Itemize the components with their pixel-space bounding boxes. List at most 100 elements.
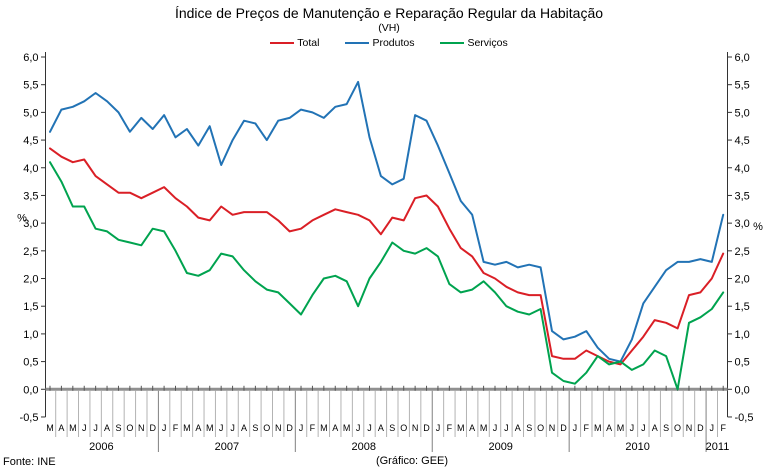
right-y-tick-label: 3,5 [735, 190, 750, 202]
month-label: M [320, 423, 328, 433]
month-label: O [674, 423, 681, 433]
left-y-tick-label: 4,0 [23, 163, 38, 175]
month-label: A [241, 423, 247, 433]
year-label: 2007 [215, 441, 239, 453]
month-label: S [389, 423, 395, 433]
month-label: M [617, 423, 625, 433]
legend-label-produtos: Produtos [372, 37, 415, 49]
month-label: J [230, 423, 235, 433]
month-label: M [594, 423, 602, 433]
chart-subtitle: (VH) [378, 22, 400, 34]
month-label: S [663, 423, 669, 433]
month-label: A [515, 423, 521, 433]
left-y-tick-label: 2,5 [23, 246, 38, 258]
year-label: 2008 [352, 441, 376, 453]
month-label: N [412, 423, 419, 433]
month-label: D [423, 423, 430, 433]
left-y-tick-label: 4,5 [23, 135, 38, 147]
legend-label-servicos: Serviços [467, 37, 508, 49]
series-line-produtos [49, 80, 725, 363]
month-label: O [126, 423, 133, 433]
month-label: M [69, 423, 77, 433]
month-label: M [343, 423, 351, 433]
year-label: 2009 [488, 441, 512, 453]
servicos-line-swatch-icon [440, 42, 465, 44]
month-label: D [560, 423, 567, 433]
legend-item-servicos: Serviços [440, 37, 508, 49]
right-y-axis-title: % [753, 221, 763, 233]
right-y-tick-label: 4,5 [735, 135, 750, 147]
right-y-tick-label: 2,5 [735, 246, 750, 258]
right-y-tick-label: 0,5 [735, 357, 750, 369]
month-label: S [526, 423, 532, 433]
left-y-tick-label: 1,0 [23, 329, 38, 341]
right-y-tick-label: -0,5 [735, 412, 754, 424]
month-label: J [367, 423, 372, 433]
month-label: J [299, 423, 304, 433]
month-label: A [195, 423, 201, 433]
left-y-tick-label: 3,5 [23, 190, 38, 202]
month-label: F [584, 423, 590, 433]
month-label: M [480, 423, 488, 433]
left-y-tick-label: 1,5 [23, 301, 38, 313]
month-label: N [275, 423, 282, 433]
month-label: J [82, 423, 87, 433]
right-y-tick-label: 1,0 [735, 329, 750, 341]
chart-title: Índice de Preços de Manutenção e Reparaç… [174, 5, 604, 21]
month-label: F [173, 423, 179, 433]
month-label: N [138, 423, 145, 433]
month-label: J [219, 423, 224, 433]
left-y-tick-label: 3,0 [23, 218, 38, 230]
month-label: A [332, 423, 338, 433]
month-label: A [652, 423, 658, 433]
month-label: D [286, 423, 293, 433]
month-label: O [400, 423, 407, 433]
month-label: S [252, 423, 258, 433]
source-note: Fonte: INE [3, 456, 56, 468]
legend-label-total: Total [297, 37, 320, 49]
left-y-tick-label: 2,0 [23, 274, 38, 286]
right-y-tick-label: 6,0 [735, 52, 750, 64]
year-label: 2011 [706, 441, 730, 453]
month-label: J [710, 423, 715, 433]
month-label: O [537, 423, 544, 433]
month-label: M [206, 423, 214, 433]
left-y-tick-label: -0,5 [20, 412, 39, 424]
left-y-tick-label: 0,5 [23, 357, 38, 369]
right-y-tick-label: 2,0 [735, 274, 750, 286]
month-label: M [46, 423, 54, 433]
left-y-tick-label: 6,0 [23, 52, 38, 64]
month-label: N [686, 423, 693, 433]
year-label: 2010 [625, 441, 649, 453]
month-label: S [115, 423, 121, 433]
right-y-tick-label: 0,0 [735, 384, 750, 396]
total-line-swatch-icon [270, 42, 295, 44]
month-label: O [263, 423, 270, 433]
month-label: D [149, 423, 156, 433]
legend-item-total: Total [270, 37, 319, 49]
month-label: J [93, 423, 98, 433]
month-label: F [720, 423, 726, 433]
month-label: J [641, 423, 646, 433]
month-label: A [104, 423, 110, 433]
chart-legend: Total Produtos Serviços [0, 37, 778, 49]
month-label: J [504, 423, 509, 433]
left-y-axis-title: % [17, 213, 27, 225]
right-y-tick-label: 3,0 [735, 218, 750, 230]
month-label: F [310, 423, 316, 433]
left-y-tick-label: 0,0 [23, 384, 38, 396]
series-line-total [49, 147, 725, 366]
month-label: M [183, 423, 191, 433]
series-line-servicos [49, 161, 725, 391]
right-y-tick-label: 4,0 [735, 163, 750, 175]
month-label: M [457, 423, 465, 433]
month-label: A [469, 423, 475, 433]
right-y-tick-label: 5,5 [735, 80, 750, 92]
month-label: D [697, 423, 704, 433]
month-label: J [630, 423, 635, 433]
left-y-tick-label: 5,0 [23, 107, 38, 119]
month-label: J [162, 423, 167, 433]
month-label: F [447, 423, 453, 433]
right-y-tick-label: 1,5 [735, 301, 750, 313]
